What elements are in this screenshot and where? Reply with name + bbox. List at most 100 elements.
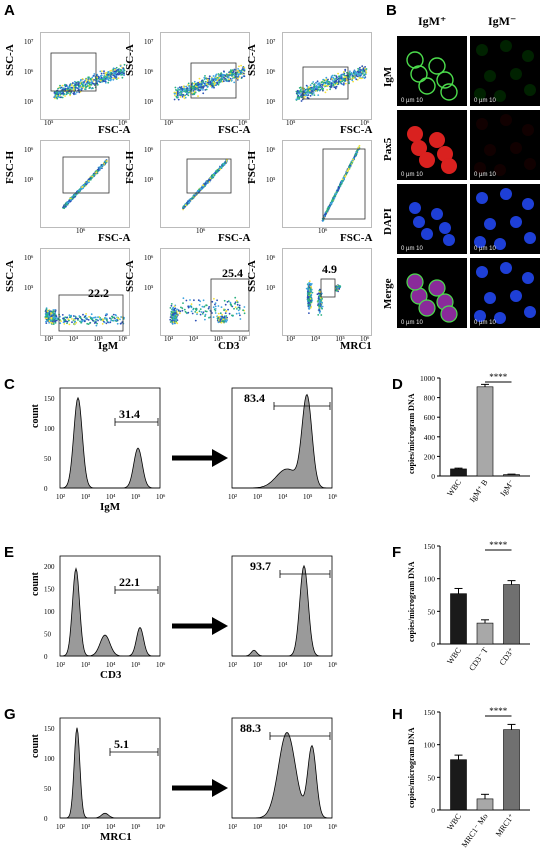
flow-event-dot xyxy=(238,306,241,309)
flow-ytick: 10⁶ xyxy=(24,254,34,262)
flow-event-dot xyxy=(197,81,199,84)
flow-event-dot xyxy=(211,77,214,80)
flow-event-dot xyxy=(201,305,204,308)
bar xyxy=(476,622,494,645)
hist-xtick: 10⁴ xyxy=(106,661,116,669)
flow-xtick: 10⁵ xyxy=(164,119,174,127)
flow-event-dot xyxy=(173,305,176,308)
cell-stain xyxy=(474,236,486,248)
flow-event-dot xyxy=(76,317,79,320)
flow-ytick: 10⁵ xyxy=(266,284,276,292)
flow-event-dot xyxy=(348,82,350,85)
flow-xtick: 10⁴ xyxy=(310,335,321,343)
hist-ytick: 0 xyxy=(44,485,48,493)
hist-xtick: 10⁴ xyxy=(278,493,288,501)
cell-stain xyxy=(524,306,536,318)
flow-event-dot xyxy=(317,299,320,302)
flow-event-dot xyxy=(340,74,342,77)
flow-event-dot xyxy=(104,74,107,77)
flow-event-dot xyxy=(183,308,186,311)
flow-event-dot xyxy=(308,305,311,308)
flow-event-dot xyxy=(202,311,205,314)
flow-event-dot xyxy=(174,317,176,320)
flow-event-dot xyxy=(325,76,328,79)
flow-xtick: 10⁵ xyxy=(213,335,223,343)
flow-event-dot xyxy=(184,94,186,97)
flow-event-dot xyxy=(211,175,213,178)
flow-event-dot xyxy=(175,95,178,98)
flow-event-dot xyxy=(205,304,207,307)
flow-event-dot xyxy=(190,303,193,305)
flow-event-dot xyxy=(81,78,84,80)
flow-event-dot xyxy=(308,290,311,293)
flow-event-dot xyxy=(123,63,126,66)
flow-event-dot xyxy=(53,92,56,94)
flow-event-dot xyxy=(217,83,220,86)
flow-event-dot xyxy=(311,90,314,92)
scale-bar: 0 µm 10 xyxy=(474,320,496,326)
flow-event-dot xyxy=(229,74,231,76)
histogram-curve xyxy=(232,564,332,657)
cell-stain xyxy=(418,299,436,317)
flow-event-dot xyxy=(320,299,322,302)
flow-event-dot xyxy=(180,93,183,95)
bar-category: WBC xyxy=(445,812,463,832)
flow-event-dot xyxy=(175,312,177,314)
flow-event-dot xyxy=(341,83,344,86)
flow-event-dot xyxy=(354,153,357,156)
flow-event-dot xyxy=(103,72,105,75)
flow-event-dot xyxy=(109,75,112,77)
flow-event-dot xyxy=(91,318,93,321)
flow-event-dot xyxy=(81,185,84,188)
cell-stain xyxy=(406,51,424,69)
flow-event-dot xyxy=(233,81,236,84)
flow-event-dot xyxy=(330,82,333,85)
flow-event-dot xyxy=(76,84,78,86)
flow-event-dot xyxy=(221,165,224,168)
flow-event-dot xyxy=(202,185,205,188)
flow-event-dot xyxy=(236,79,239,81)
flow-event-dot xyxy=(95,171,98,174)
flow-ytick: 10⁵ xyxy=(24,176,34,184)
flow-event-dot xyxy=(107,78,110,81)
flow-event-dot xyxy=(238,308,241,310)
flow-event-dot xyxy=(211,312,213,314)
flow-event-dot xyxy=(77,80,79,83)
flow-event-dot xyxy=(61,96,64,99)
flow-event-dot xyxy=(118,318,120,320)
flow-event-dot xyxy=(337,72,339,75)
flow-event-dot xyxy=(93,79,95,81)
scale-bar: 0 µm 10 xyxy=(401,246,423,252)
flow-event-dot xyxy=(112,319,115,322)
flow-event-dot xyxy=(45,322,48,324)
hist-xtick: 10² xyxy=(56,661,65,669)
flow-event-dot xyxy=(223,320,226,323)
flow-event-dot xyxy=(93,174,96,176)
flow-event-dot xyxy=(204,315,206,317)
flow-xtick: 10³ xyxy=(286,335,296,343)
flow-event-dot xyxy=(75,317,77,320)
flow-event-dot xyxy=(213,297,215,300)
flow-event-dot xyxy=(240,64,242,67)
flow-event-dot xyxy=(296,93,299,96)
flow-event-dot xyxy=(224,74,227,77)
flow-event-dot xyxy=(344,174,347,177)
flow-event-dot xyxy=(73,93,75,96)
flow-event-dot xyxy=(212,316,215,318)
flow-event-dot xyxy=(323,215,326,217)
flow-event-dot xyxy=(196,311,199,314)
flow-event-dot xyxy=(68,200,70,202)
flow-event-dot xyxy=(327,80,330,83)
flow-event-dot xyxy=(338,80,340,83)
flow-event-dot xyxy=(69,86,72,89)
flow-event-dot xyxy=(182,85,185,88)
flow-event-dot xyxy=(112,77,115,80)
hist-xlabel: CD3 xyxy=(100,669,122,681)
flow-event-dot xyxy=(221,73,224,76)
flow-event-dot xyxy=(101,323,104,325)
flow-event-dot xyxy=(107,73,110,76)
cell-stain xyxy=(510,68,522,80)
flow-xlabel: MRC1 xyxy=(340,340,372,352)
gate-rect xyxy=(58,294,124,332)
flow-event-dot xyxy=(224,162,226,165)
